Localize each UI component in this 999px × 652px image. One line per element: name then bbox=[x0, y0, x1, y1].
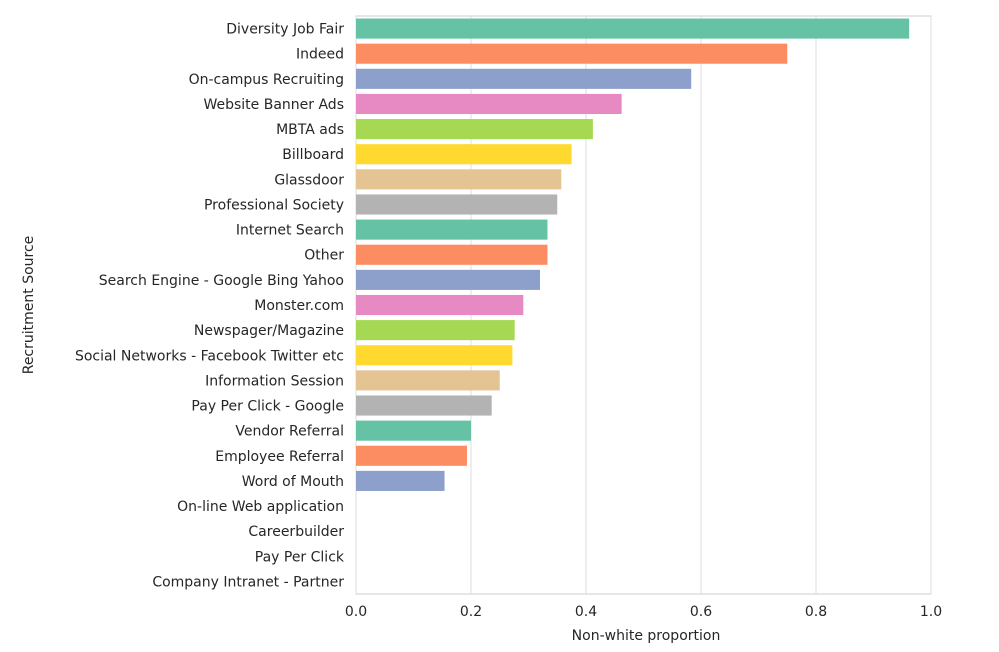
x-tick-label-3: 0.6 bbox=[690, 604, 712, 620]
bar-11 bbox=[356, 294, 524, 316]
y-tick-label-13: Social Networks - Facebook Twitter etc bbox=[75, 348, 344, 364]
y-tick-label-7: Professional Society bbox=[204, 197, 344, 213]
y-tick-label-0: Diversity Job Fair bbox=[226, 22, 344, 38]
x-tick-label-4: 0.8 bbox=[805, 604, 827, 620]
y-tick-label-9: Other bbox=[304, 248, 344, 264]
bar-4 bbox=[356, 119, 593, 140]
bar-2 bbox=[356, 68, 692, 89]
bar-3 bbox=[356, 93, 622, 115]
x-tick-label-0: 0.0 bbox=[345, 604, 367, 620]
bar-9 bbox=[356, 244, 548, 265]
y-tick-label-2: On-campus Recruiting bbox=[189, 72, 344, 88]
bar-8 bbox=[356, 219, 548, 240]
y-tick-label-11: Monster.com bbox=[254, 298, 344, 314]
x-axis-label: Non-white proportion bbox=[572, 628, 721, 644]
bar-7 bbox=[356, 194, 558, 215]
y-tick-label-17: Employee Referral bbox=[215, 449, 344, 465]
bar-12 bbox=[356, 320, 515, 341]
bar-17 bbox=[356, 445, 467, 466]
x-tick-labels: 0.0 0.2 0.4 0.6 0.8 1.0 bbox=[345, 604, 942, 620]
bar-0 bbox=[356, 18, 910, 39]
bar-1 bbox=[356, 43, 788, 64]
y-tick-label-19: On-line Web application bbox=[177, 499, 344, 515]
bar-15 bbox=[356, 395, 492, 416]
bar-5 bbox=[356, 144, 572, 165]
bar-16 bbox=[356, 420, 471, 441]
y-tick-label-21: Pay Per Click bbox=[255, 549, 345, 565]
y-tick-label-12: Newspager/Magazine bbox=[194, 323, 344, 339]
y-tick-label-10: Search Engine - Google Bing Yahoo bbox=[99, 273, 344, 289]
y-tick-labels: Diversity Job Fair Indeed On-campus Recrui… bbox=[75, 22, 345, 591]
y-tick-label-5: Billboard bbox=[282, 147, 344, 163]
y-tick-label-1: Indeed bbox=[296, 47, 344, 63]
bar-13 bbox=[356, 345, 513, 366]
x-tick-label-5: 1.0 bbox=[920, 604, 942, 620]
y-tick-label-22: Company Intranet - Partner bbox=[152, 574, 344, 590]
y-tick-label-14: Information Session bbox=[205, 373, 344, 389]
y-tick-label-6: Glassdoor bbox=[274, 172, 344, 188]
x-tick-label-2: 0.4 bbox=[575, 604, 597, 620]
y-tick-label-15: Pay Per Click - Google bbox=[191, 399, 344, 415]
y-axis-label: Recruitment Source bbox=[21, 236, 37, 375]
y-tick-label-4: MBTA ads bbox=[276, 122, 344, 138]
y-tick-label-16: Vendor Referral bbox=[235, 424, 344, 440]
bar-6 bbox=[356, 169, 562, 190]
y-tick-label-20: Careerbuilder bbox=[248, 524, 344, 540]
bar-18 bbox=[356, 470, 445, 491]
x-tick-label-1: 0.2 bbox=[460, 604, 482, 620]
y-tick-label-18: Word of Mouth bbox=[242, 474, 344, 490]
y-tick-label-8: Internet Search bbox=[236, 223, 344, 239]
y-tick-label-3: Website Banner Ads bbox=[203, 97, 344, 113]
bar-14 bbox=[356, 370, 500, 391]
bars bbox=[356, 18, 910, 491]
bar-10 bbox=[356, 269, 540, 290]
